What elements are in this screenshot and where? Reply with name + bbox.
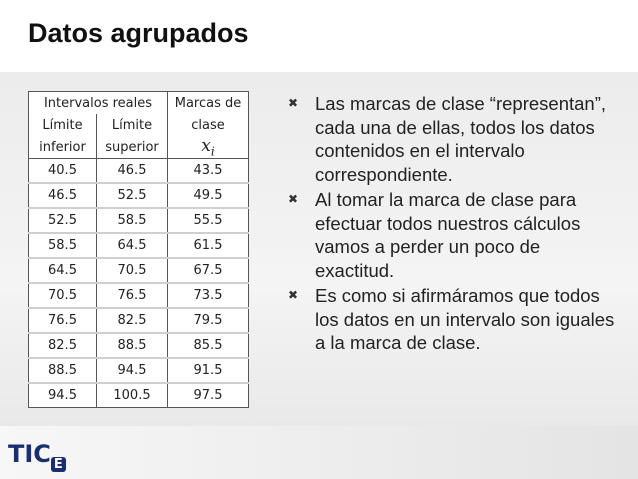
footer	[0, 426, 638, 479]
symbol-sub: i	[210, 144, 215, 159]
logo-sub: E	[50, 456, 66, 472]
data-cell: 76.5	[28, 307, 97, 334]
data-row: 40.5 46.5 43.5	[28, 158, 249, 184]
data-row: 94.5 100.5 97.5	[28, 382, 249, 408]
data-row: 70.5 76.5 73.5	[28, 282, 249, 309]
header-cell: Límite	[96, 114, 168, 136]
data-cell: 52.5	[96, 182, 168, 209]
data-row: 58.5 64.5 61.5	[28, 232, 249, 259]
data-cell: 40.5	[28, 158, 97, 184]
data-cell: 46.5	[28, 182, 97, 209]
data-cell: 70.5	[96, 257, 168, 284]
symbol: xi	[201, 136, 215, 159]
data-row: 64.5 70.5 67.5	[28, 257, 249, 284]
data-cell: 67.5	[167, 257, 249, 284]
data-cell: 100.5	[96, 382, 168, 408]
data-cell: 55.5	[167, 207, 249, 234]
data-cell: 61.5	[167, 232, 249, 259]
data-row: 52.5 58.5 55.5	[28, 207, 249, 234]
header-cell: clase	[167, 114, 249, 136]
data-cell: 94.5	[28, 382, 97, 408]
data-cell: 58.5	[96, 207, 168, 234]
data-cell: 58.5	[28, 232, 97, 259]
bullet: Es como si afirmáramos que todos los dat…	[288, 284, 618, 355]
data-cell: 70.5	[28, 282, 97, 309]
header-row: Límite Límite clase	[28, 114, 249, 136]
data-cell: 49.5	[167, 182, 249, 209]
header-cell: Marcas de	[167, 91, 249, 114]
data-cell: 79.5	[167, 307, 249, 334]
data-table: Intervalos reales Marcas de Límite Límite cl…	[28, 91, 249, 409]
data-cell: 88.5	[28, 357, 97, 384]
data-cell: 43.5	[167, 158, 249, 184]
data-cell: 46.5	[96, 158, 168, 184]
logo-text: TIC	[8, 440, 51, 468]
data-cell: 82.5	[28, 332, 97, 359]
header-cell: inferior	[28, 136, 97, 159]
symbol-base: x	[201, 136, 211, 156]
slide-title: Datos agrupados	[28, 18, 249, 48]
header-cell: superior	[96, 136, 168, 159]
data-cell: 73.5	[167, 282, 249, 309]
bullet: Las marcas de clase “representan”, cada …	[288, 92, 618, 186]
logo: TIC E	[8, 440, 66, 472]
data-cell: 97.5	[167, 382, 249, 408]
data-cell: 64.5	[28, 257, 97, 284]
bullet: Al tomar la marca de clase para efectuar…	[288, 188, 618, 282]
data-cell: 85.5	[167, 332, 249, 359]
header-row: Intervalos reales Marcas de	[28, 91, 249, 114]
data-cell: 94.5	[96, 357, 168, 384]
data-row: 46.5 52.5 49.5	[28, 182, 249, 209]
data-cell: 91.5	[167, 357, 249, 384]
data-cell: 76.5	[96, 282, 168, 309]
data-row: 82.5 88.5 85.5	[28, 332, 249, 359]
data-cell: 88.5	[96, 332, 168, 359]
header-cell: Límite	[28, 114, 97, 136]
header-cell: xi	[167, 136, 249, 159]
bullet-list: Las marcas de clase “representan”, cada …	[288, 92, 618, 357]
data-cell: 52.5	[28, 207, 97, 234]
header-row: inferior superior xi	[28, 136, 249, 159]
data-row: 88.5 94.5 91.5	[28, 357, 249, 384]
header-cell: Intervalos reales	[28, 91, 168, 114]
data-row: 76.5 82.5 79.5	[28, 307, 249, 334]
data-cell: 64.5	[96, 232, 168, 259]
data-cell: 82.5	[96, 307, 168, 334]
